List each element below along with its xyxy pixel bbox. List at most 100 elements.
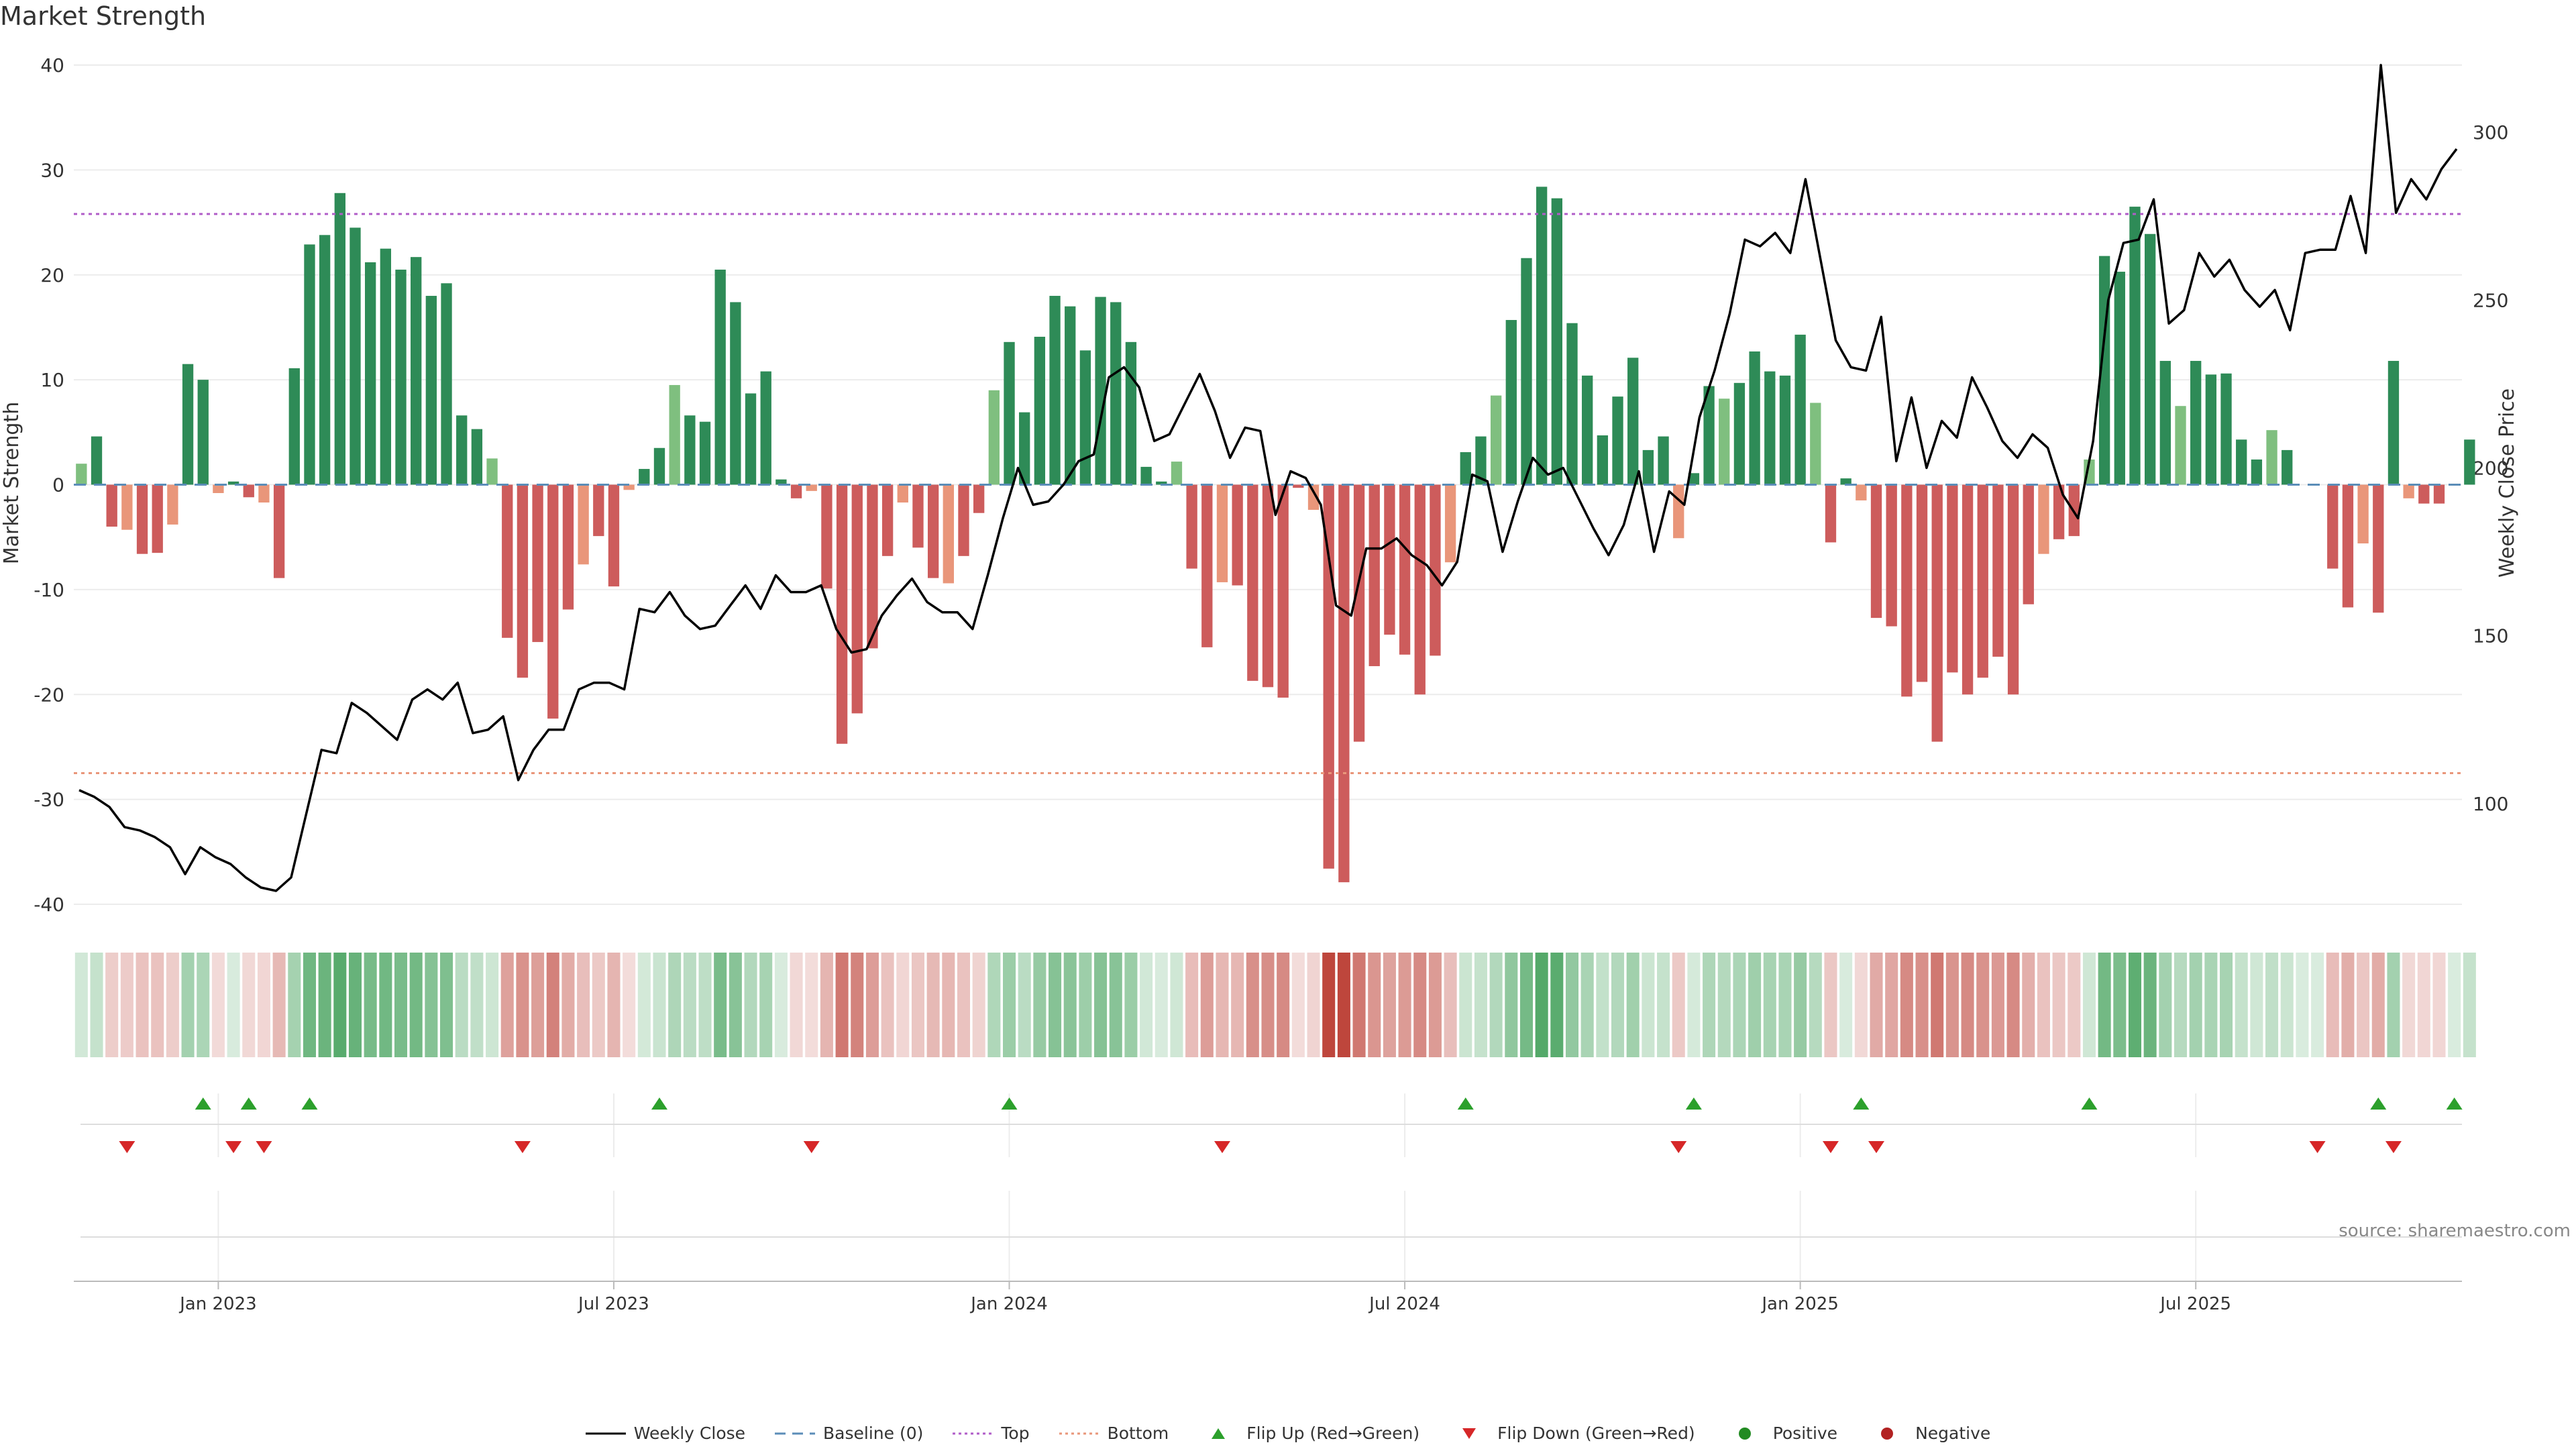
strength-bar	[1307, 484, 1320, 511]
strength-bar	[1004, 341, 1015, 485]
strength-bar	[350, 227, 361, 485]
strength-bar	[2251, 459, 2263, 485]
heat-cell	[455, 953, 468, 1057]
heat-cell	[1703, 953, 1716, 1057]
heat-cell	[303, 953, 316, 1057]
strength-bar	[456, 415, 468, 485]
heat-cell	[1961, 953, 1974, 1057]
strength-bar	[1399, 484, 1411, 655]
heat-cell	[2311, 953, 2324, 1057]
strength-bar	[2236, 439, 2247, 485]
strength-bar	[441, 283, 452, 485]
y-tick-label: -20	[34, 684, 64, 706]
strength-bar	[1673, 484, 1684, 539]
strength-bar	[502, 484, 513, 638]
heat-cell	[577, 953, 590, 1057]
strength-bar	[547, 484, 559, 719]
y-tick-label: 30	[40, 159, 64, 181]
strength-bar	[1505, 319, 1517, 485]
strength-bar	[91, 436, 103, 485]
strength-bar	[2403, 484, 2414, 498]
strength-bar	[486, 458, 498, 485]
strength-bar	[517, 484, 529, 678]
legend-item-weekly-close: Weekly Close	[585, 1424, 745, 1443]
strength-bar	[425, 296, 437, 485]
heat-cell	[1291, 953, 1305, 1057]
heat-cell	[1626, 953, 1640, 1057]
strength-bar	[1368, 484, 1380, 667]
heat-cell	[1109, 953, 1122, 1057]
heat-cell	[1991, 953, 2004, 1057]
heat-cell	[1368, 953, 1381, 1057]
heat-cell	[714, 953, 727, 1057]
heat-cell	[1337, 953, 1350, 1057]
flip-down-marker	[225, 1141, 242, 1153]
heat-cell	[637, 953, 651, 1057]
heat-cell	[1519, 953, 1534, 1057]
heat-cell	[698, 953, 712, 1057]
heat-cell	[1428, 953, 1442, 1057]
circle-icon	[1881, 1427, 1894, 1440]
strength-bar	[1962, 484, 1974, 695]
heat-cell	[774, 953, 788, 1057]
heat-cell	[1383, 953, 1396, 1057]
heat-cell	[2296, 953, 2309, 1057]
strength-bar	[1870, 484, 1882, 619]
strength-bar	[684, 415, 696, 485]
flip-up-marker	[1685, 1097, 1702, 1110]
strength-bar	[973, 484, 985, 513]
heat-cell	[1596, 953, 1609, 1057]
flip-up-marker	[240, 1097, 257, 1110]
legend-item-positive: Positive	[1725, 1424, 1837, 1443]
heat-cell	[1748, 953, 1762, 1057]
strength-bar	[136, 484, 148, 554]
heat-cell	[333, 953, 347, 1057]
strength-bar	[1719, 398, 1730, 485]
heat-cell	[120, 953, 133, 1057]
flip-down-marker	[2385, 1141, 2402, 1153]
heat-cell	[136, 953, 149, 1057]
heat-cell	[2357, 953, 2370, 1057]
heat-cell	[911, 953, 924, 1057]
heat-cell	[394, 953, 408, 1057]
heat-cell	[211, 953, 225, 1057]
strength-bar	[1490, 395, 1502, 485]
strength-bar	[2342, 484, 2354, 608]
heat-cell	[1079, 953, 1092, 1057]
strength-bar	[881, 484, 894, 556]
legend-swatch-dash	[775, 1432, 816, 1434]
y-tick-label: -10	[34, 579, 64, 601]
heat-cell	[1246, 953, 1259, 1057]
heat-cell	[364, 953, 377, 1057]
heat-cell	[2371, 953, 2385, 1057]
heat-cell	[1870, 953, 1883, 1057]
heat-cell	[2174, 953, 2188, 1057]
heat-cell	[1505, 953, 1518, 1057]
heat-cell	[2417, 953, 2430, 1057]
strength-bar	[1521, 258, 1532, 485]
strength-bar	[2387, 360, 2400, 485]
strength-bar	[2220, 373, 2232, 485]
heat-cell	[759, 953, 773, 1057]
heat-cell	[500, 953, 514, 1057]
strength-bar	[1186, 484, 1197, 569]
heat-cell	[1155, 953, 1168, 1057]
heat-cell	[957, 953, 971, 1057]
strength-bar	[730, 302, 741, 485]
heat-cell	[1170, 953, 1183, 1057]
strength-bar	[1597, 435, 1609, 485]
heat-cell	[607, 953, 621, 1057]
legend-label: Bottom	[1107, 1424, 1169, 1443]
strength-bar	[1323, 484, 1334, 869]
strength-bar	[2205, 374, 2217, 485]
heat-cell	[1809, 953, 1822, 1057]
heat-cell	[2265, 953, 2279, 1057]
heat-cell	[1231, 953, 1244, 1057]
strength-bar	[2433, 484, 2445, 504]
heat-cell	[1200, 953, 1214, 1057]
flip-down-marker	[256, 1141, 272, 1153]
strength-bar	[958, 484, 969, 556]
strength-bar	[1034, 337, 1046, 485]
x-tick-label: Jul 2025	[2159, 1294, 2231, 1314]
